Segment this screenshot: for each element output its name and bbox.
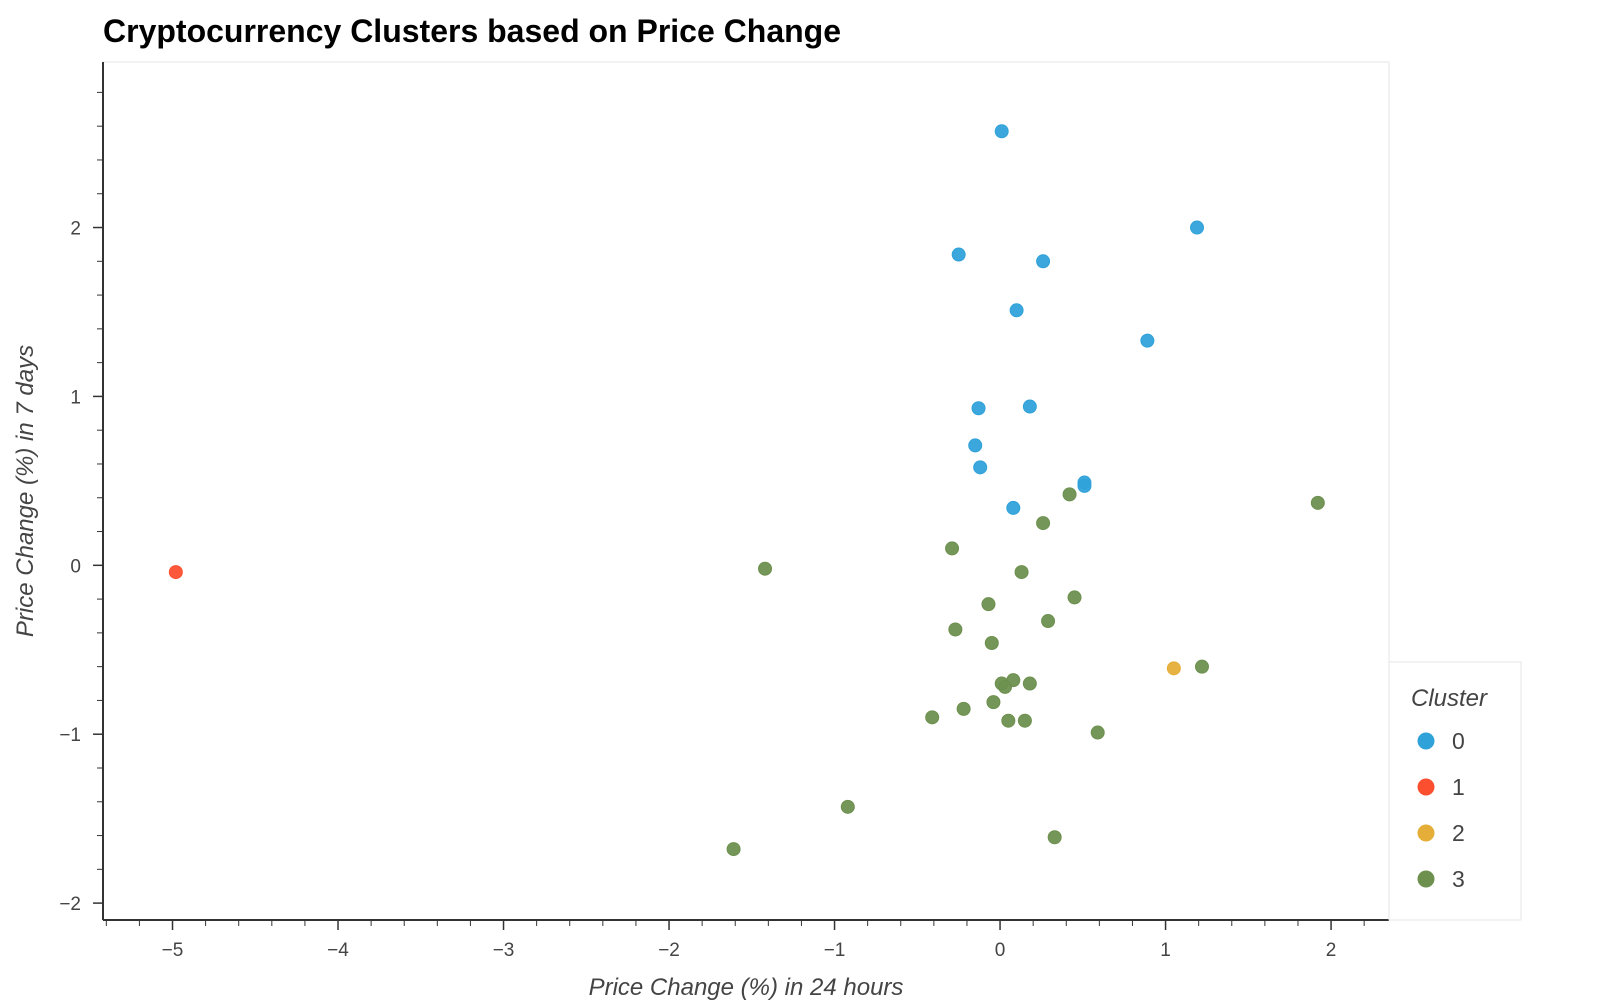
data-point-cluster-3[interactable] xyxy=(1001,713,1016,728)
data-point-cluster-3[interactable] xyxy=(1014,565,1029,580)
data-point-cluster-3[interactable] xyxy=(984,636,999,651)
data-point-cluster-3[interactable] xyxy=(956,701,971,716)
data-point-cluster-3[interactable] xyxy=(1310,495,1325,510)
data-point-cluster-0[interactable] xyxy=(1022,399,1037,414)
y-tick-label: 0 xyxy=(70,556,81,577)
data-point-cluster-1[interactable] xyxy=(168,565,183,580)
y-axis: −2 −1 0 1 2 xyxy=(59,62,104,920)
x-tick-label: −4 xyxy=(327,940,349,961)
data-point-cluster-3[interactable] xyxy=(1067,590,1082,605)
legend-items: 0 1 2 3 xyxy=(1417,728,1465,892)
data-point-cluster-2[interactable] xyxy=(1166,661,1181,676)
plot-frame xyxy=(102,61,1390,921)
legend: Cluster 0 1 2 3 xyxy=(1388,661,1522,921)
data-point-cluster-3[interactable] xyxy=(925,710,940,725)
data-point-cluster-0[interactable] xyxy=(1077,478,1092,493)
x-tick-label: 2 xyxy=(1326,940,1337,961)
data-point-cluster-3[interactable] xyxy=(981,597,996,612)
legend-box xyxy=(1388,661,1522,921)
y-tick-label: −1 xyxy=(59,725,81,746)
chart-title: Cryptocurrency Clusters based on Price C… xyxy=(103,13,841,49)
data-point-cluster-3[interactable] xyxy=(1022,676,1037,691)
data-point-cluster-0[interactable] xyxy=(951,247,966,262)
data-point-cluster-0[interactable] xyxy=(994,124,1009,139)
legend-label-1[interactable]: 1 xyxy=(1452,774,1465,800)
x-axis: −5 −4 −3 −2 −1 0 1 2 xyxy=(103,919,1389,961)
y-axis-label: Price Change (%) in 7 days xyxy=(12,345,39,637)
data-point-cluster-3[interactable] xyxy=(840,799,855,814)
x-tick-label: 1 xyxy=(1160,940,1171,961)
legend-label-2[interactable]: 2 xyxy=(1452,820,1465,846)
data-point-cluster-0[interactable] xyxy=(971,401,986,416)
legend-label-3[interactable]: 3 xyxy=(1452,866,1465,892)
data-point-cluster-3[interactable] xyxy=(986,695,1001,710)
data-point-cluster-3[interactable] xyxy=(758,561,773,576)
data-point-cluster-3[interactable] xyxy=(945,541,960,556)
data-point-cluster-3[interactable] xyxy=(1036,516,1051,531)
legend-swatch-3 xyxy=(1417,870,1435,888)
data-point-cluster-0[interactable] xyxy=(1036,254,1051,269)
data-point-cluster-3[interactable] xyxy=(1041,614,1056,629)
legend-label-0[interactable]: 0 xyxy=(1452,728,1465,754)
x-tick-label: −5 xyxy=(162,940,184,961)
data-point-cluster-3[interactable] xyxy=(948,622,963,637)
x-tick-label: −2 xyxy=(658,940,680,961)
data-point-cluster-3[interactable] xyxy=(1090,725,1105,740)
x-tick-label: 0 xyxy=(995,940,1006,961)
data-point-cluster-3[interactable] xyxy=(1194,659,1209,674)
x-tick-label: −1 xyxy=(824,940,846,961)
legend-swatch-0 xyxy=(1417,732,1435,750)
data-point-cluster-3[interactable] xyxy=(1017,713,1032,728)
x-axis-label: Price Change (%) in 24 hours xyxy=(589,974,904,1000)
data-point-cluster-3[interactable] xyxy=(1062,487,1077,502)
data-point-cluster-0[interactable] xyxy=(1009,303,1024,318)
data-point-cluster-0[interactable] xyxy=(1006,500,1021,515)
y-tick-label: −2 xyxy=(59,894,81,915)
data-point-cluster-3[interactable] xyxy=(726,842,741,857)
data-point-cluster-3[interactable] xyxy=(1047,830,1062,845)
data-point-cluster-3[interactable] xyxy=(998,679,1013,694)
data-point-cluster-0[interactable] xyxy=(968,438,983,453)
y-tick-label: 1 xyxy=(70,387,81,408)
x-tick-label: −3 xyxy=(493,940,515,961)
legend-title: Cluster xyxy=(1411,685,1488,712)
data-point-cluster-0[interactable] xyxy=(973,460,988,475)
chart-markers xyxy=(168,124,1325,857)
data-point-cluster-0[interactable] xyxy=(1140,333,1155,348)
y-tick-label: 2 xyxy=(70,219,81,240)
legend-swatch-1 xyxy=(1417,778,1435,796)
data-point-cluster-0[interactable] xyxy=(1190,220,1205,235)
legend-swatch-2 xyxy=(1417,824,1435,842)
